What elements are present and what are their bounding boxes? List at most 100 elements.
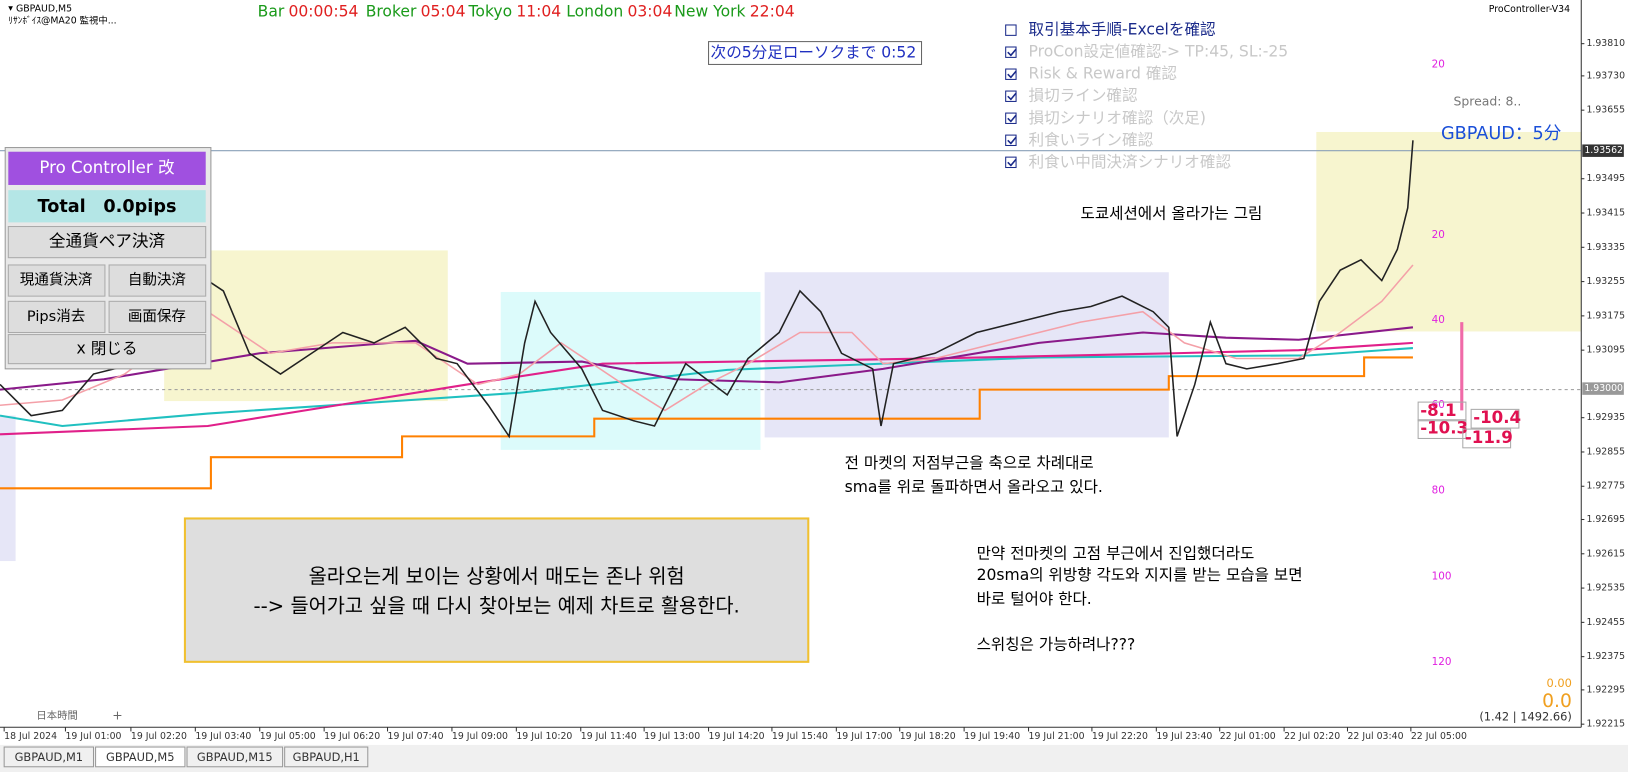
annotation: 전 마켓의 저점부근을 축으로 차례대로 bbox=[845, 454, 1094, 472]
price-label: 1.93335 bbox=[1586, 242, 1625, 253]
total-bg bbox=[8, 190, 206, 223]
timer-label: Tokyo bbox=[468, 2, 513, 20]
price-label: 1.93415 bbox=[1586, 208, 1625, 219]
checklist-item: 損切ライン確認 bbox=[1029, 87, 1138, 105]
button[interactable] bbox=[7, 264, 106, 297]
checkbox[interactable] bbox=[1005, 46, 1017, 58]
time-label: 19 Jul 14:20 bbox=[709, 731, 765, 742]
timer-value: 05:04 bbox=[421, 2, 466, 20]
button-label[interactable]: 自動決済 bbox=[128, 272, 187, 289]
annotation: --> 들어가고 싶을 때 다시 찾아보는 예제 차트로 활용한다. bbox=[253, 594, 739, 617]
price-label: 1.92615 bbox=[1586, 548, 1625, 559]
time-label: 19 Jul 15:40 bbox=[772, 731, 828, 742]
tab[interactable] bbox=[186, 746, 284, 768]
tab-label[interactable]: GBPAUD,M1 bbox=[15, 750, 83, 764]
time-label: 19 Jul 13:00 bbox=[644, 731, 700, 742]
time-label: 22 Jul 02:20 bbox=[1284, 731, 1340, 742]
time-label: 19 Jul 19:40 bbox=[964, 731, 1020, 742]
line-price-box bbox=[1582, 382, 1624, 395]
tab-label[interactable]: GBPAUD,H1 bbox=[293, 750, 360, 764]
price-label: 1.93655 bbox=[1586, 105, 1625, 116]
price-label: 1.92775 bbox=[1586, 481, 1625, 492]
tab[interactable] bbox=[3, 746, 95, 768]
checkbox[interactable] bbox=[1005, 90, 1017, 102]
button-label[interactable]: 全通貨ペア決済 bbox=[49, 232, 166, 251]
version: ProController-V34 bbox=[1489, 4, 1570, 15]
checkbox[interactable] bbox=[1005, 112, 1017, 124]
timer-label: Bar bbox=[258, 2, 285, 20]
check-mark bbox=[1007, 48, 1017, 57]
button[interactable] bbox=[108, 264, 207, 297]
pip-level: 100 bbox=[1432, 571, 1452, 583]
tab[interactable] bbox=[95, 746, 186, 768]
tab-label[interactable]: GBPAUD,M5 bbox=[106, 750, 174, 764]
checklist-item: 取引基本手順-Excelを確認 bbox=[1029, 21, 1217, 39]
annotation: 만약 전마켓의 고점 부근에서 진입했더라도 bbox=[977, 544, 1255, 562]
time-label: 19 Jul 01:00 bbox=[65, 731, 121, 742]
note-box bbox=[183, 517, 810, 663]
checkbox[interactable] bbox=[1005, 24, 1017, 36]
timer-label: London bbox=[566, 2, 623, 20]
button[interactable] bbox=[108, 300, 207, 334]
countdown-box bbox=[708, 41, 923, 65]
tab-label[interactable]: GBPAUD,M15 bbox=[197, 750, 273, 764]
time-label: 19 Jul 07:40 bbox=[388, 731, 444, 742]
price-line bbox=[0, 140, 1414, 439]
price-label: 1.92455 bbox=[1586, 617, 1625, 628]
balance: (1.42 | 1492.66) bbox=[1479, 709, 1572, 723]
checkbox[interactable] bbox=[1005, 68, 1017, 80]
add-button[interactable]: + bbox=[112, 707, 122, 722]
timer-value: 22:04 bbox=[750, 2, 795, 20]
button[interactable] bbox=[7, 334, 207, 365]
button-label[interactable]: Pips消去 bbox=[27, 308, 85, 325]
pair-label: GBPAUD：5分 bbox=[1441, 123, 1561, 144]
ma-line bbox=[0, 264, 1414, 412]
checkbox[interactable] bbox=[1005, 156, 1017, 169]
panel: Pro Controller 改 Total 0.0pips 全通貨ペア決済 x… bbox=[4, 147, 212, 370]
check-mark bbox=[1007, 70, 1017, 79]
time-label: 22 Jul 01:00 bbox=[1220, 731, 1276, 742]
time-label: 19 Jul 02:20 bbox=[131, 731, 187, 742]
pip-level: 60 bbox=[1432, 399, 1445, 411]
button-label[interactable]: 画面保存 bbox=[128, 308, 186, 325]
time-label: 19 Jul 22:20 bbox=[1092, 731, 1148, 742]
annotation: sma를 위로 돌파하면서 올라오고 있다. bbox=[845, 478, 1103, 496]
button[interactable] bbox=[7, 300, 106, 334]
price-label: 1.93095 bbox=[1586, 345, 1625, 356]
annotations: 도쿄세션에서 올라가는 그림 전 마켓의 저점부근을 축으로 차례대로 sma를… bbox=[183, 205, 1303, 663]
profit: 0.0 bbox=[1542, 691, 1572, 712]
time-label: 19 Jul 05:00 bbox=[260, 731, 316, 742]
pip-value: -8.1 bbox=[1420, 401, 1456, 420]
spread: Spread: 8.. bbox=[1453, 93, 1521, 108]
time-label: 19 Jul 21:00 bbox=[1029, 731, 1085, 742]
pip-level: 20 bbox=[1432, 229, 1445, 241]
timer: London 03:04 bbox=[566, 2, 672, 20]
checklist-item: 損切シナリオ確認（次足) bbox=[1029, 109, 1206, 127]
pip-level: 80 bbox=[1432, 484, 1445, 496]
profit-small: 0.00 bbox=[1546, 676, 1571, 690]
symbol: ▾ GBPAUD,M5 bbox=[8, 3, 72, 14]
timer: Tokyo 11:04 bbox=[468, 2, 562, 20]
ma-line bbox=[0, 341, 1414, 436]
panel-title: Pro Controller 改 bbox=[39, 158, 175, 177]
pip-level: 20 bbox=[1432, 58, 1445, 70]
price-label: 1.92935 bbox=[1586, 412, 1625, 423]
button-label[interactable]: 現通貨決済 bbox=[20, 272, 93, 289]
button-label[interactable]: x 閉じる bbox=[77, 340, 138, 358]
timezone: 日本時間 bbox=[36, 709, 78, 722]
price-label: 1.92375 bbox=[1586, 651, 1625, 662]
time-label: 19 Jul 09:00 bbox=[452, 731, 508, 742]
tab[interactable] bbox=[284, 746, 369, 768]
price-label: 1.92295 bbox=[1586, 684, 1625, 695]
timer: Broker 05:04 bbox=[366, 2, 466, 20]
check-mark bbox=[1007, 158, 1017, 167]
current-price: 1.93562 bbox=[1584, 145, 1623, 156]
checkbox[interactable] bbox=[1005, 134, 1017, 147]
time-label: 18 Jul 2024 bbox=[4, 731, 57, 742]
pip-box bbox=[1470, 408, 1520, 429]
price-label: 1.93255 bbox=[1586, 276, 1625, 287]
annotation: 스위칭은 가능하려나??? bbox=[977, 636, 1136, 654]
button[interactable] bbox=[7, 226, 207, 259]
timer-value: 03:04 bbox=[627, 2, 672, 20]
price-label: 1.92695 bbox=[1586, 514, 1625, 525]
